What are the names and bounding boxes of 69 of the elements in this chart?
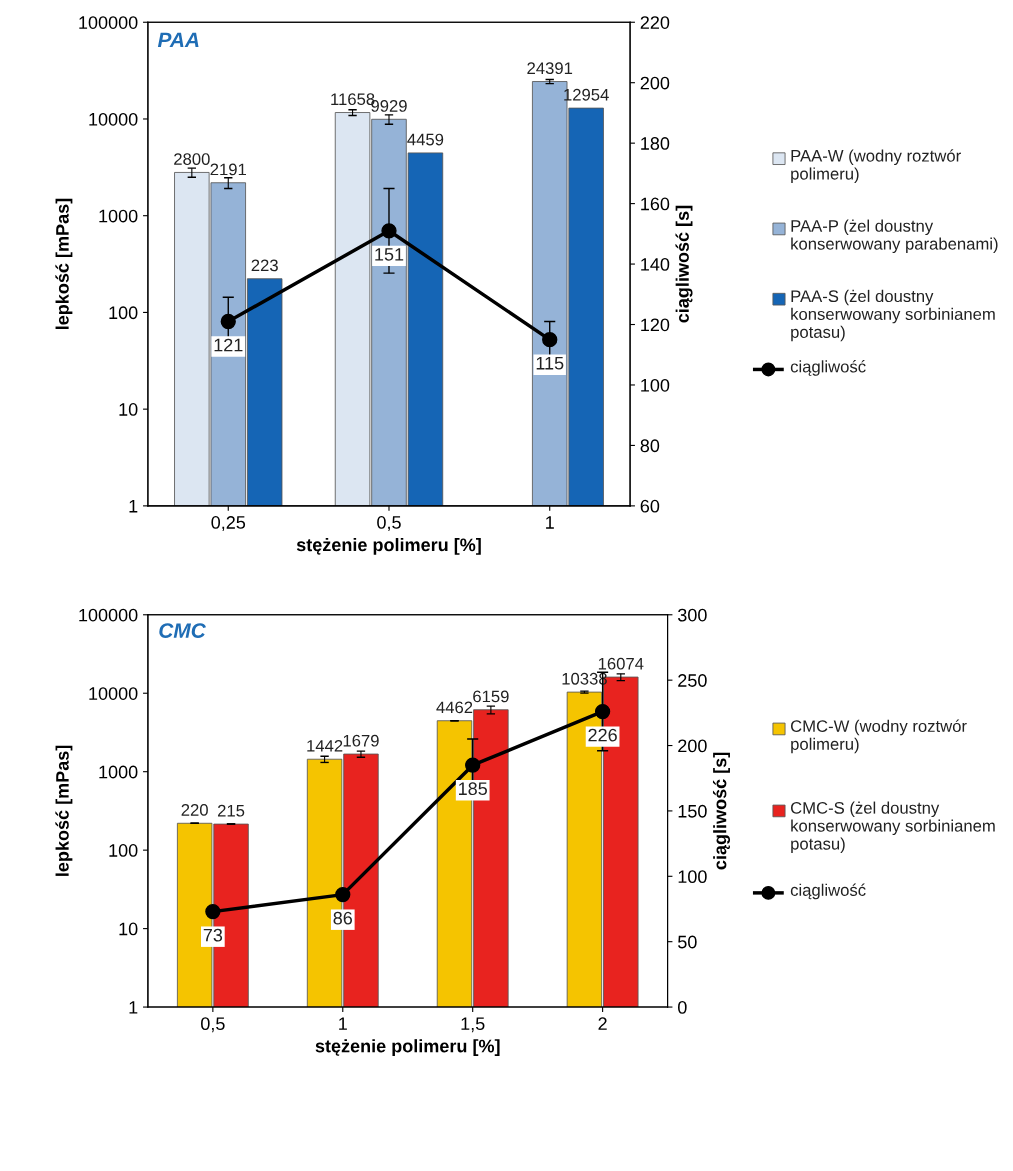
x-tick-label: 1 <box>546 516 554 529</box>
data-label: 16074 <box>598 657 644 670</box>
data-label: 4459 <box>407 133 444 146</box>
y2-tick-label: 50 <box>678 935 697 949</box>
y-tick-label: 100000 <box>79 608 138 622</box>
x-axis-title: stężenie polimeru [%] <box>296 537 481 555</box>
data-label: 220 <box>181 804 208 816</box>
data-label: 226 <box>588 728 617 742</box>
legend-label: ciągliwość <box>790 883 866 900</box>
x-tick-label: 0,25 <box>211 516 246 531</box>
x-tick-label: 1,5 <box>461 1017 485 1033</box>
y-tick-label: 10 <box>119 922 138 936</box>
data-label: 2800 <box>174 153 210 165</box>
data-label: 185 <box>459 782 487 796</box>
y-tick-label: 100 <box>109 844 138 857</box>
legend-label: PAA-P (żel doustny konserwowany parabenami) <box>791 219 998 254</box>
y2-tick-label: 120 <box>641 318 670 332</box>
y2-tick-label: 60 <box>640 499 660 513</box>
data-label: 6159 <box>473 690 509 703</box>
y-tick-label: 1000 <box>99 209 138 223</box>
legend-label: CMC-S (żel doustny konserwowany sorbinianem potasu) <box>790 801 995 853</box>
y-tick-label: 10000 <box>89 112 138 126</box>
x-tick-label: 0,5 <box>201 1017 225 1033</box>
data-label: 4462 <box>436 701 473 714</box>
y-tick-label: 1000 <box>99 765 138 779</box>
y2-axis-title: ciągliwość [s] <box>675 205 693 323</box>
y2-tick-label: 0 <box>677 1000 687 1014</box>
chart-title: PAA <box>157 32 199 48</box>
y2-tick-label: 150 <box>678 804 707 818</box>
y2-tick-label: 200 <box>678 739 707 753</box>
x-tick-label: 0,5 <box>377 516 401 531</box>
data-label: 86 <box>333 911 353 925</box>
y2-tick-label: 140 <box>641 257 670 271</box>
data-label: 121 <box>214 338 243 352</box>
y2-tick-label: 250 <box>678 674 707 687</box>
y-tick-label: 1 <box>129 1001 138 1014</box>
y2-tick-label: 200 <box>640 76 670 90</box>
y-tick-label: 100 <box>109 306 138 320</box>
data-label: 115 <box>536 356 564 370</box>
y2-axis-title: ciągliwość [s] <box>712 752 731 870</box>
data-label: 1679 <box>343 734 379 747</box>
y2-tick-label: 100 <box>678 870 707 884</box>
x-tick-label: 1 <box>339 1017 347 1030</box>
data-label: 73 <box>203 928 223 942</box>
y2-tick-label: 80 <box>640 439 660 453</box>
data-label: 1442 <box>307 739 343 752</box>
y2-tick-label: 100 <box>641 378 670 392</box>
data-label: 2191 <box>210 163 246 176</box>
y2-tick-label: 220 <box>640 16 670 29</box>
y2-tick-label: 160 <box>641 197 670 211</box>
x-axis-title: stężenie polimeru [%] <box>315 1039 500 1056</box>
legend-label: PAA-S (żel doustny konserwowany sorbinianem potasu) <box>791 289 995 342</box>
data-label: 223 <box>251 259 278 272</box>
data-label: 215 <box>217 804 245 817</box>
x-tick-label: 2 <box>598 1017 607 1030</box>
y2-tick-label: 300 <box>677 608 707 622</box>
y-axis-title: lepkość [mPas] <box>55 198 73 330</box>
legend-label: PAA-W (wodny roztwór polimeru) <box>791 149 961 183</box>
legend-label: ciągliwość <box>790 360 866 376</box>
y-axis-title: lepkość [mPas] <box>55 745 73 876</box>
y-tick-label: 10000 <box>89 687 138 700</box>
data-label: 151 <box>375 248 404 261</box>
y-tick-label: 10 <box>119 403 138 416</box>
y-tick-label: 1 <box>129 499 138 513</box>
legend-label: CMC-W (wodny roztwór polimeru) <box>790 719 967 754</box>
y-tick-label: 100000 <box>79 16 138 29</box>
data-label: 24391 <box>527 62 573 75</box>
chart-title: CMC <box>159 623 206 638</box>
y2-tick-label: 180 <box>641 137 670 150</box>
